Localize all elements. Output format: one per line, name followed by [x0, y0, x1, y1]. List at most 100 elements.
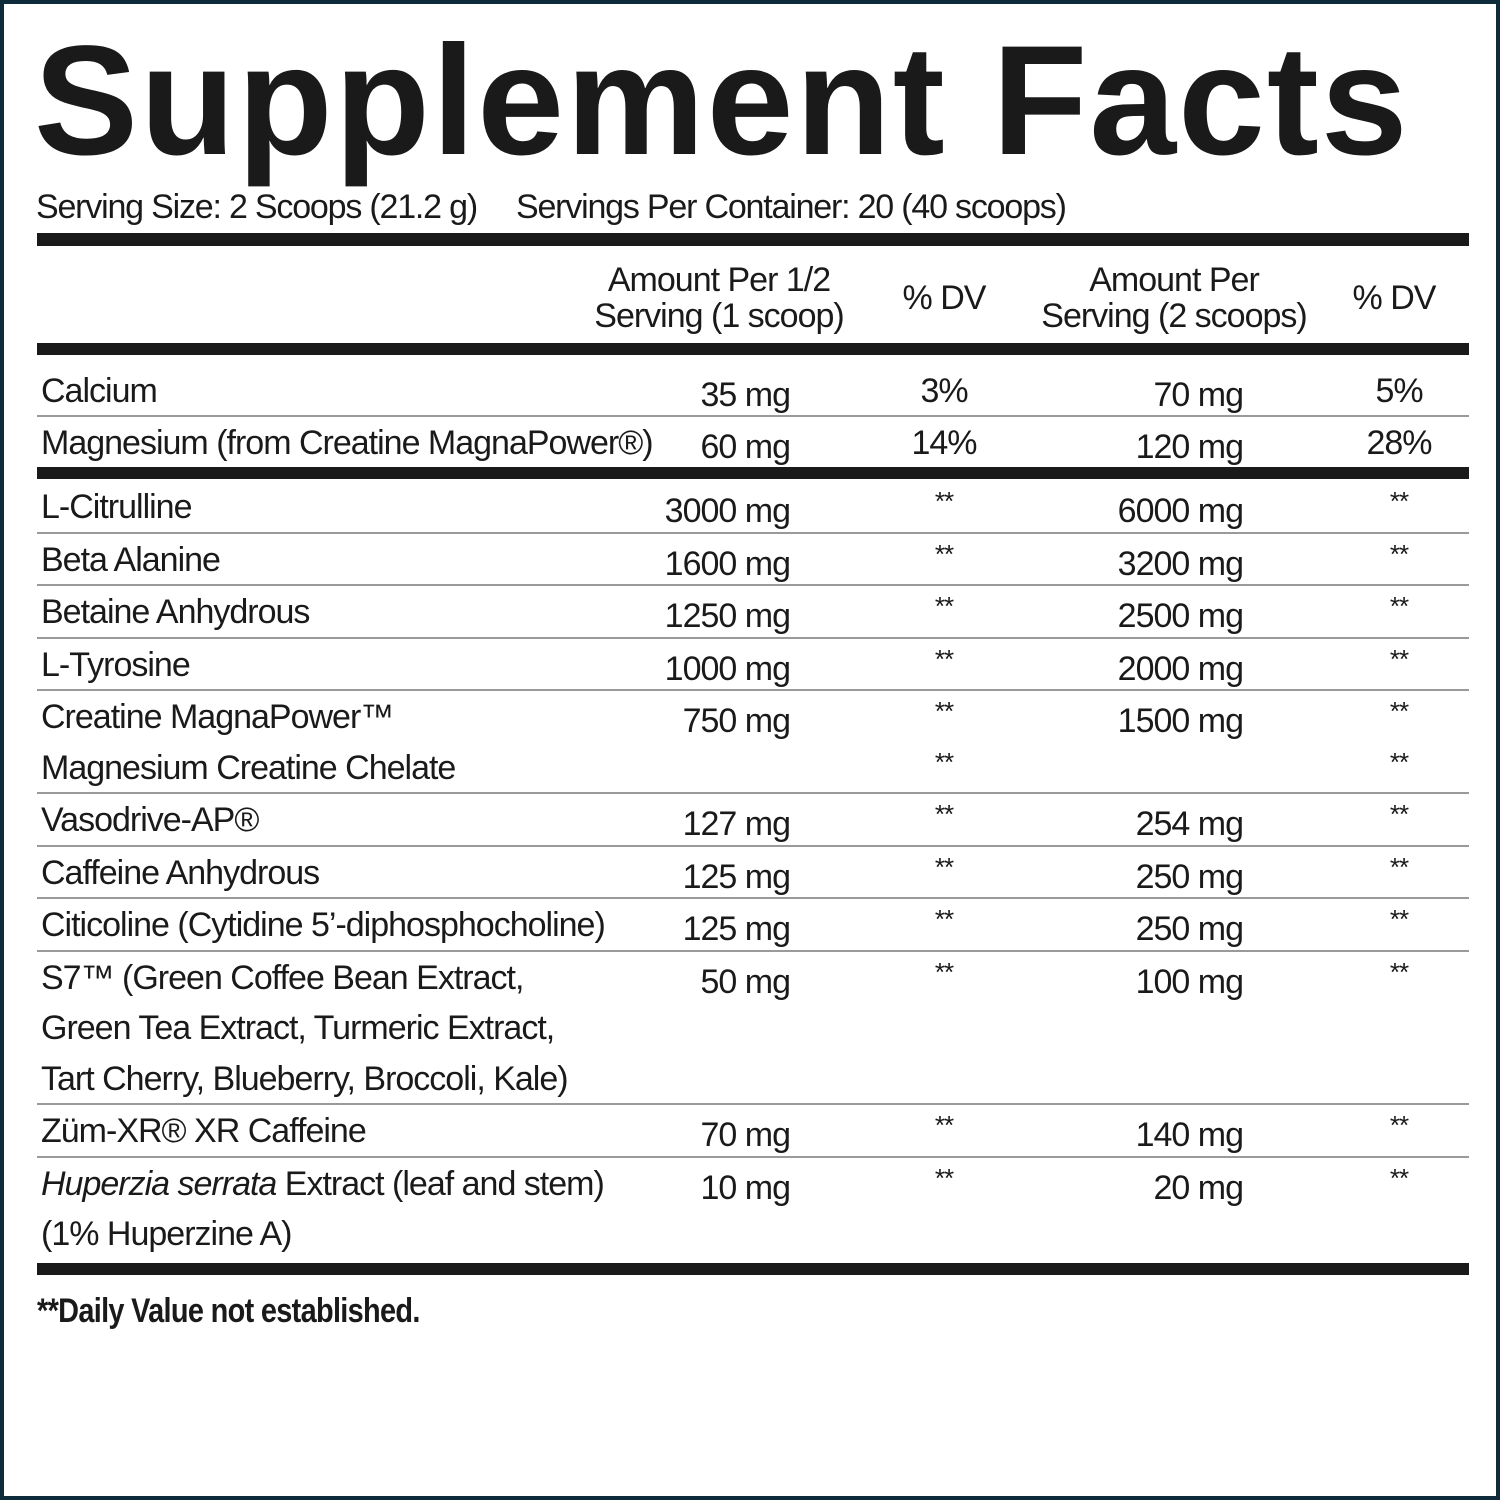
ingredient-name: Beta Alanine [41, 540, 221, 579]
serving-size: Serving Size: 2 Scoops (21.2 g) [36, 188, 478, 226]
amount-half-serving: 35 mg [700, 376, 791, 414]
dv-value: ** [934, 799, 954, 829]
amount-half-serving: 127 mg [682, 805, 791, 843]
ingredient-name: Tart Cherry, Blueberry, Broccoli, Kale) [41, 1059, 569, 1098]
amount-half-serving: 70 mg [700, 1116, 791, 1154]
dv-value: ** [1389, 486, 1409, 516]
header-line: Amount Per 1/2 [607, 261, 831, 299]
amount-full-serving: 3200 mg [1117, 544, 1244, 583]
dv-value: ** [1389, 1162, 1409, 1193]
column-header-half-dv: % DV [902, 279, 987, 317]
supplement-facts-panel: Supplement Facts Serving Size: 2 Scoops … [4, 4, 1496, 1496]
row-line: Magnesium Creatine Chelate ** ** [37, 742, 1469, 793]
column-header-full-amount: Amount Per Serving (2 scoops) [1029, 262, 1319, 334]
amount-full-serving: 20 mg [1153, 1168, 1244, 1207]
dv-value: ** [934, 591, 954, 621]
table-row: Beta Alanine 1600 mg ** 3200 mg ** [37, 534, 1469, 586]
dv-value: ** [1389, 696, 1409, 726]
ingredient-name: (1% Huperzine A) [41, 1215, 292, 1253]
vitamins-minerals-section: Calcium 35 mg 3% 70 mg 5% Magnesium (from Cre… [37, 365, 1469, 467]
row-line: Caffeine Anhydrous 125 mg ** 250 mg ** [37, 847, 1469, 898]
table-row: Betaine Anhydrous 1250 mg ** 2500 mg ** [37, 586, 1469, 639]
amount-full-serving: 6000 mg [1117, 492, 1244, 530]
amount-half-serving: 750 mg [682, 702, 791, 740]
header-line: Serving (1 scoop) [594, 297, 844, 335]
row-line: Calcium 35 mg 3% 70 mg 5% [37, 365, 1469, 415]
amount-full-serving: 120 mg [1135, 428, 1244, 466]
amount-full-serving: 1500 mg [1117, 702, 1244, 740]
header-line: Amount Per [1089, 261, 1260, 299]
divider-thick [37, 1263, 1469, 1275]
amount-half-serving: 1600 mg [664, 544, 791, 583]
dv-value: 5% [1375, 372, 1423, 410]
ingredient-name-rest: Extract (leaf and stem) [276, 1164, 605, 1203]
amount-full-serving: 140 mg [1135, 1116, 1244, 1154]
row-line: Huperzia serrata Extract (leaf and stem)… [37, 1158, 1469, 1209]
servings-per-container: Servings Per Container: 20 (40 scoops) [516, 188, 1067, 226]
dv-value: ** [1389, 1110, 1409, 1140]
dv-value: ** [934, 696, 954, 726]
dv-value: ** [1389, 799, 1409, 829]
dv-value: ** [1389, 956, 1409, 987]
ingredient-name-italic: Huperzia serrata [41, 1164, 277, 1203]
dv-value: ** [934, 643, 954, 674]
row-line: Vasodrive-AP® 127 mg ** 254 mg ** [37, 794, 1469, 845]
ingredient-name: Creatine MagnaPower™ [41, 698, 394, 736]
ingredients-section: L-Citrulline 3000 mg ** 6000 mg ** Beta Alani… [37, 481, 1469, 1259]
table-row: Huperzia serrata Extract (leaf and stem)… [37, 1158, 1469, 1259]
row-line: Züm-XR® XR Caffeine 70 mg ** 140 mg ** [37, 1105, 1469, 1156]
dv-value: ** [1389, 904, 1409, 934]
ingredient-name: L-Tyrosine [41, 645, 191, 684]
dv-value: ** [934, 1110, 954, 1140]
ingredient-name: Züm-XR® XR Caffeine [41, 1112, 367, 1150]
amount-half-serving: 125 mg [682, 857, 791, 896]
amount-half-serving: 50 mg [700, 962, 791, 1001]
row-line: Beta Alanine 1600 mg ** 3200 mg ** [37, 534, 1469, 585]
row-line: (1% Huperzine A) [37, 1208, 1469, 1259]
ingredient-name: Caffeine Anhydrous [41, 853, 320, 892]
dv-value: ** [1389, 591, 1409, 621]
amount-half-serving: 1250 mg [664, 597, 791, 635]
table-row: Calcium 35 mg 3% 70 mg 5% [37, 365, 1469, 417]
row-line: Betaine Anhydrous 1250 mg ** 2500 mg ** [37, 586, 1469, 637]
dv-value: ** [1389, 538, 1409, 569]
page-title: Supplement Facts [34, 14, 1410, 188]
table-row: L-Citrulline 3000 mg ** 6000 mg ** [37, 481, 1469, 534]
ingredient-name: S7™ (Green Coffee Bean Extract, [41, 958, 524, 997]
row-line: L-Tyrosine 1000 mg ** 2000 mg ** [37, 639, 1469, 690]
column-header-full-dv: % DV [1352, 279, 1437, 317]
table-row: Creatine MagnaPower™ 750 mg ** 1500 mg ** Mag… [37, 691, 1469, 794]
dv-value: ** [934, 851, 954, 882]
amount-full-serving: 70 mg [1153, 376, 1244, 414]
row-line: Magnesium (from Creatine MagnaPower®) 60 … [37, 417, 1469, 467]
amount-full-serving: 2000 mg [1117, 649, 1244, 688]
amount-half-serving: 125 mg [682, 910, 791, 948]
table-row: S7™ (Green Coffee Bean Extract, 50 mg ** 10… [37, 952, 1469, 1105]
amount-half-serving: 3000 mg [664, 492, 791, 530]
amount-full-serving: 254 mg [1135, 805, 1244, 843]
dv-value: ** [934, 956, 954, 987]
table-row: L-Tyrosine 1000 mg ** 2000 mg ** [37, 639, 1469, 691]
header-line: Serving (2 scoops) [1041, 297, 1307, 335]
ingredient-name: L-Citrulline [41, 488, 192, 526]
dv-value: 14% [911, 424, 977, 462]
table-row: Vasodrive-AP® 127 mg ** 254 mg ** [37, 794, 1469, 847]
row-line: Green Tea Extract, Turmeric Extract, [37, 1002, 1469, 1053]
dv-value: 28% [1366, 424, 1432, 462]
row-line: S7™ (Green Coffee Bean Extract, 50 mg ** 10… [37, 952, 1469, 1003]
table-row: Magnesium (from Creatine MagnaPower®) 60 … [37, 417, 1469, 467]
amount-half-serving: 60 mg [700, 428, 791, 466]
amount-full-serving: 250 mg [1135, 910, 1244, 948]
row-line: L-Citrulline 3000 mg ** 6000 mg ** [37, 481, 1469, 532]
divider-thick [37, 343, 1469, 355]
amount-full-serving: 250 mg [1135, 857, 1244, 896]
divider-thick [37, 467, 1469, 479]
ingredient-name: Huperzia serrata Extract (leaf and stem) [41, 1164, 605, 1203]
ingredient-name: Vasodrive-AP® [41, 801, 259, 839]
dv-value: ** [1389, 643, 1409, 674]
ingredient-name: Citicoline (Cytidine 5’-diphosphocholine… [41, 906, 606, 944]
divider-thick [37, 233, 1469, 246]
dv-value: ** [1389, 851, 1409, 882]
dv-value: ** [934, 538, 954, 569]
ingredient-name: Calcium [41, 372, 158, 410]
